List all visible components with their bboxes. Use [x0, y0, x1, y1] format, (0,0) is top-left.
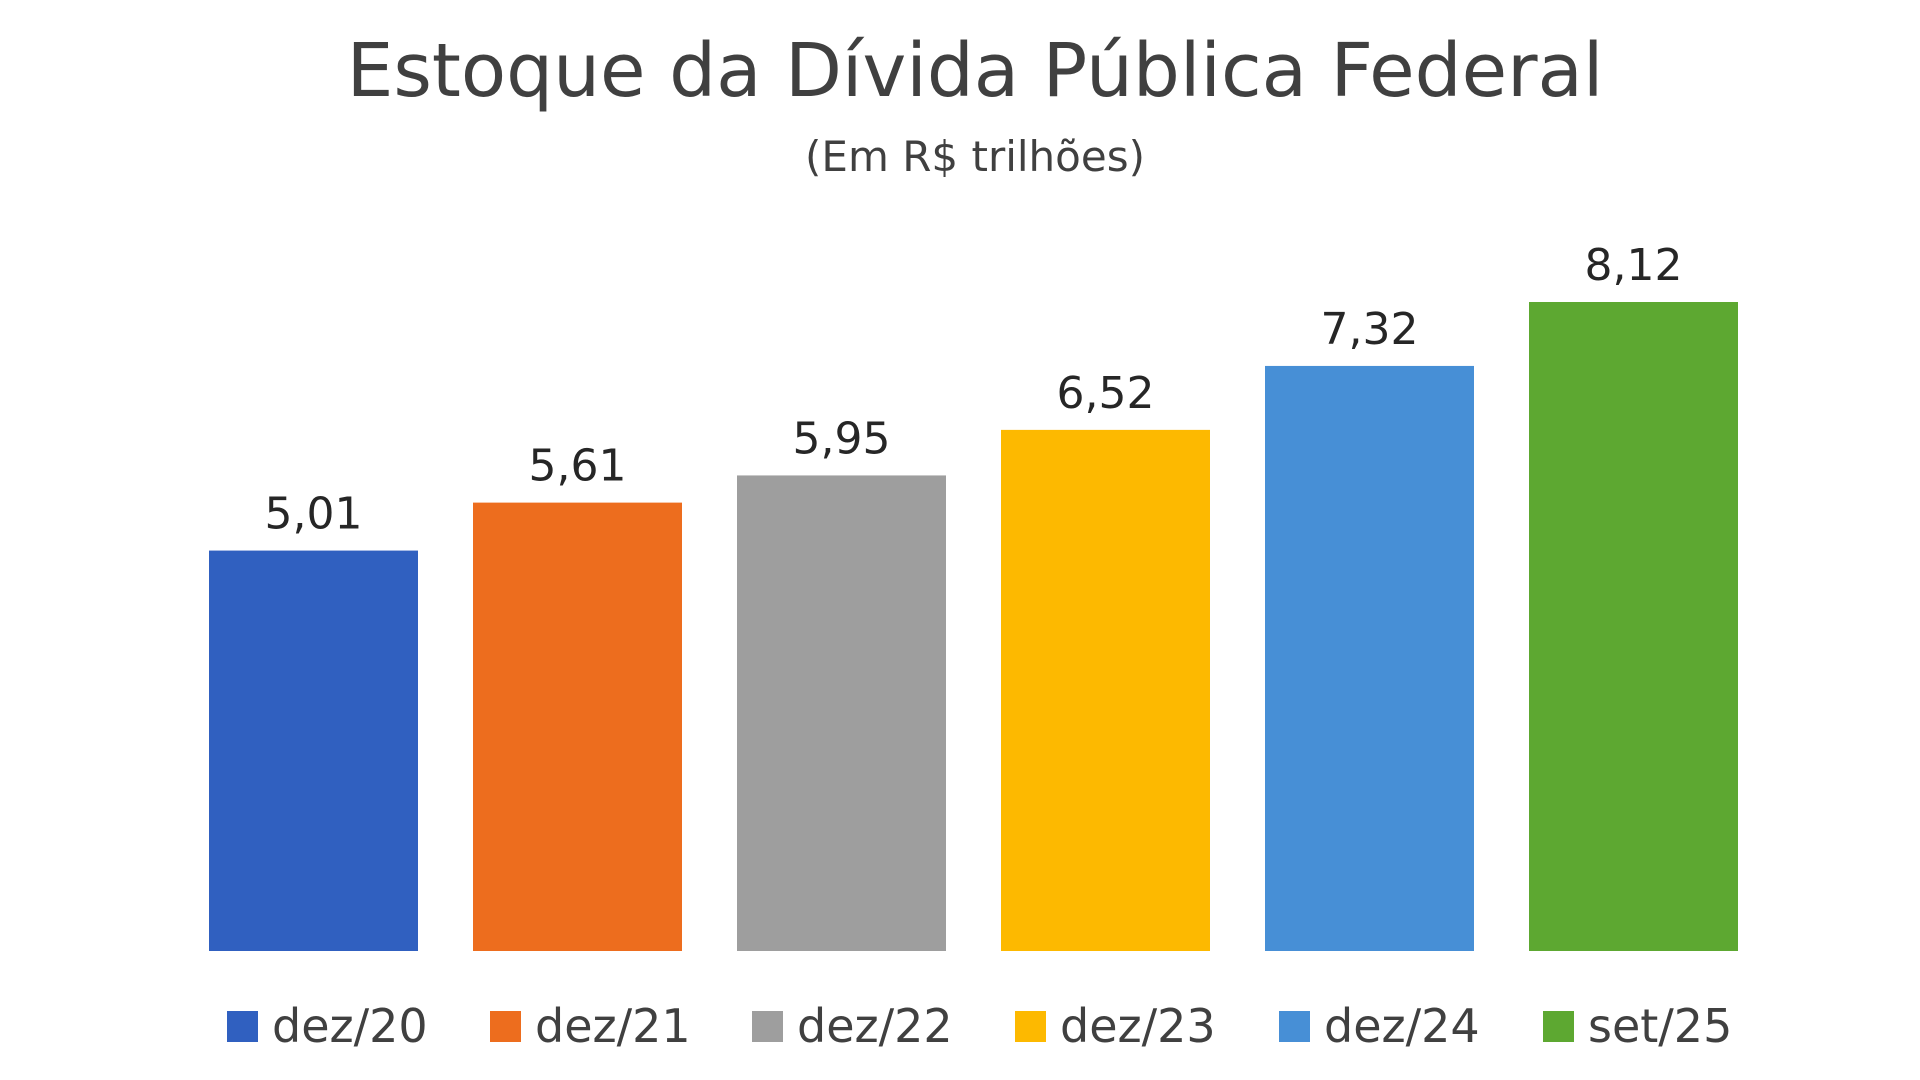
legend-swatch: [227, 1011, 258, 1042]
legend-label: set/25: [1588, 999, 1732, 1053]
legend-swatch: [1279, 1011, 1310, 1042]
data-label: 5,01: [265, 489, 363, 540]
data-label: 5,61: [529, 441, 627, 492]
data-label: 7,32: [1321, 304, 1419, 355]
bar-set/25: [1529, 302, 1738, 951]
legend-label: dez/24: [1324, 999, 1480, 1053]
bar-dez/20: [209, 550, 418, 951]
legend-label: dez/22: [797, 999, 953, 1053]
legend-swatch: [1543, 1011, 1574, 1042]
legend-swatch: [490, 1011, 521, 1042]
legend-label: dez/21: [535, 999, 691, 1053]
legend-label: dez/20: [272, 999, 428, 1053]
bar-dez/21: [473, 502, 682, 951]
bar-dez/24: [1265, 365, 1474, 951]
bar-dez/22: [737, 475, 946, 951]
bar-dez/23: [1001, 429, 1210, 951]
data-label: 6,52: [1057, 368, 1155, 419]
legend-swatch: [752, 1011, 783, 1042]
legend-label: dez/23: [1060, 999, 1216, 1053]
data-label: 8,12: [1585, 240, 1683, 291]
data-label: 5,95: [793, 413, 891, 464]
legend-swatch: [1015, 1011, 1046, 1042]
chart-title: Estoque da Dívida Pública Federal: [346, 28, 1604, 114]
chart-subtitle: (Em R$ trilhões): [805, 132, 1145, 181]
